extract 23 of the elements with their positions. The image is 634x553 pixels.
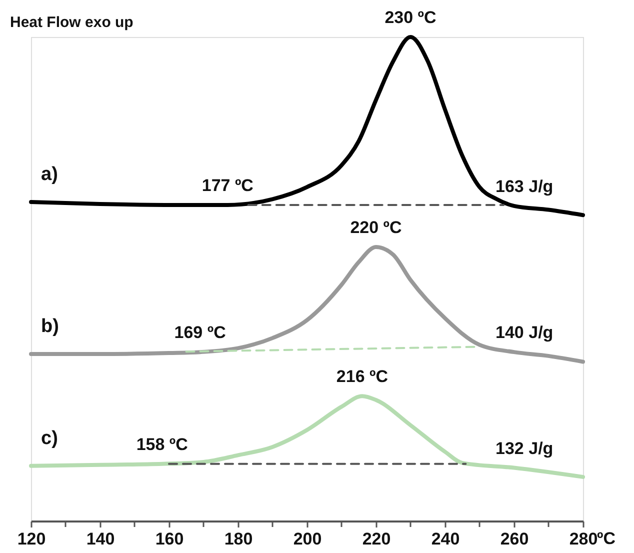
annotation: 158 ºC bbox=[136, 434, 188, 454]
annotation: 163 J/g bbox=[496, 176, 554, 196]
annotation: 177 ºC bbox=[202, 176, 254, 195]
x-tick-label: 240 bbox=[431, 530, 460, 548]
series-label: c) bbox=[41, 428, 58, 449]
x-tick-label: 200 bbox=[293, 530, 322, 548]
annotation: 230 ºC bbox=[384, 8, 436, 27]
series-label: b) bbox=[41, 316, 59, 338]
annotation: 169 ºC bbox=[174, 323, 226, 342]
x-tick-label: 260 bbox=[500, 530, 529, 548]
x-tick-label: 180 bbox=[224, 530, 253, 548]
annotation: 132 J/g bbox=[496, 438, 554, 458]
x-tick-label: 280 bbox=[569, 530, 598, 548]
series-label: a) bbox=[41, 164, 58, 186]
annotation: 220 ºC bbox=[350, 218, 402, 238]
annotation: 140 J/g bbox=[496, 323, 554, 342]
x-tick-label: 140 bbox=[86, 530, 115, 548]
y-axis-title: Heat Flow exo up bbox=[10, 14, 134, 31]
annotation: 216 ºC bbox=[336, 367, 388, 386]
x-tick-label: 220 bbox=[362, 530, 391, 548]
x-tick-label: 120 bbox=[17, 530, 46, 548]
x-axis-title: ºC bbox=[597, 529, 616, 548]
x-tick-label: 160 bbox=[155, 530, 184, 548]
